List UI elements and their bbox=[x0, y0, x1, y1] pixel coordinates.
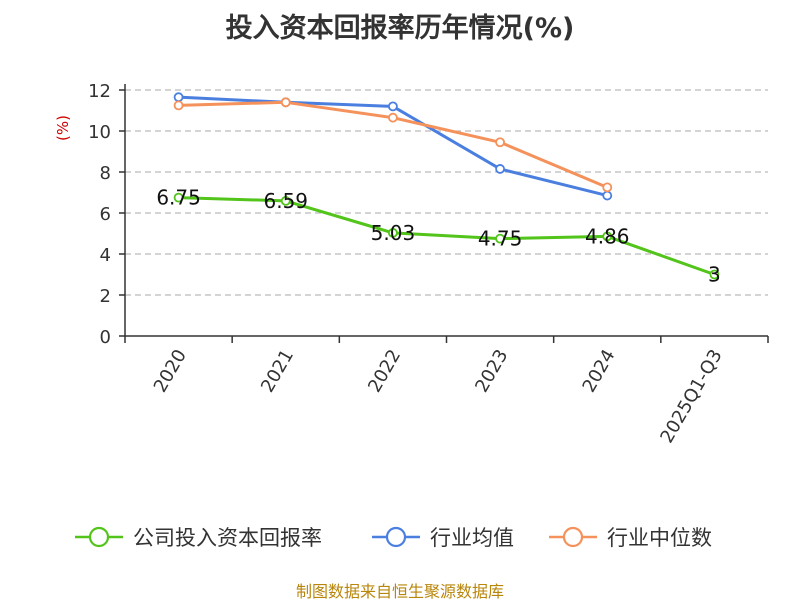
legend-item: 公司投入资本回报率 bbox=[75, 526, 322, 550]
data-point bbox=[173, 192, 184, 203]
x-tick-label: 2020 bbox=[150, 346, 191, 396]
y-tick-label: 6 bbox=[100, 204, 111, 225]
y-tick-label: 0 bbox=[100, 327, 111, 348]
series-0 bbox=[173, 192, 720, 280]
series-2 bbox=[173, 97, 613, 193]
legend-item: 行业均值 bbox=[372, 526, 514, 550]
data-point bbox=[280, 196, 291, 206]
x-tick-label: 2022 bbox=[364, 346, 405, 396]
y-tick-label: 4 bbox=[100, 245, 111, 266]
data-point bbox=[602, 190, 613, 201]
data-label: 3 bbox=[708, 263, 721, 287]
data-label: 4.86 bbox=[585, 224, 630, 248]
data-labels: 6.75 6.59 5.03 4.75 4.86 3 bbox=[156, 186, 720, 287]
x-tick-label: 2023 bbox=[471, 346, 512, 396]
data-point bbox=[495, 137, 505, 148]
legend-label: 行业均值 bbox=[430, 526, 514, 550]
legend-marker bbox=[88, 526, 110, 548]
data-point bbox=[173, 100, 184, 111]
legend-marker bbox=[385, 526, 407, 548]
data-label: 6.75 bbox=[156, 186, 201, 210]
series-1 bbox=[173, 92, 613, 201]
data-point bbox=[388, 227, 398, 238]
data-source-note: 制图数据来自恒生聚源数据库 bbox=[295, 582, 504, 601]
data-point bbox=[709, 269, 720, 280]
x-tick-label: 2021 bbox=[257, 346, 298, 396]
data-point bbox=[388, 112, 398, 123]
y-tick-label: 10 bbox=[88, 122, 111, 143]
data-point bbox=[173, 92, 184, 103]
data-point bbox=[388, 101, 398, 112]
data-label: 5.03 bbox=[371, 221, 416, 245]
chart-title: 投入资本回报率历年情况(%) bbox=[225, 13, 575, 44]
x-tick-label: 2024 bbox=[578, 346, 619, 396]
y-tick-label: 2 bbox=[100, 286, 111, 307]
series-line bbox=[178, 196, 715, 276]
legend-label: 行业中位数 bbox=[607, 526, 712, 550]
grid-lines bbox=[125, 89, 768, 296]
legend-label: 公司投入资本回报率 bbox=[133, 526, 322, 550]
legend-item: 行业中位数 bbox=[549, 526, 712, 550]
data-point bbox=[602, 231, 613, 242]
data-point bbox=[602, 182, 613, 193]
data-label: 4.75 bbox=[478, 227, 523, 251]
y-tick-label: 8 bbox=[100, 163, 111, 184]
series-group bbox=[173, 92, 720, 280]
y-axis-label: (%) bbox=[54, 115, 72, 141]
legend: 公司投入资本回报率 行业均值 行业中位数 bbox=[75, 526, 712, 550]
y-tick-label: 12 bbox=[88, 81, 111, 102]
y-axis-ticks: 0 2 4 6 8 10 12 bbox=[88, 81, 125, 348]
x-axis-ticks: 2020 2021 2022 2023 2024 2025Q1-Q3 bbox=[124, 336, 769, 447]
x-tick-label: 2025Q1-Q3 bbox=[656, 346, 726, 447]
data-label: 6.59 bbox=[263, 189, 308, 213]
legend-marker bbox=[562, 526, 584, 548]
series-line bbox=[178, 95, 608, 198]
data-point bbox=[280, 97, 291, 108]
axes bbox=[124, 84, 768, 337]
data-point bbox=[495, 233, 505, 244]
data-point bbox=[495, 164, 505, 174]
